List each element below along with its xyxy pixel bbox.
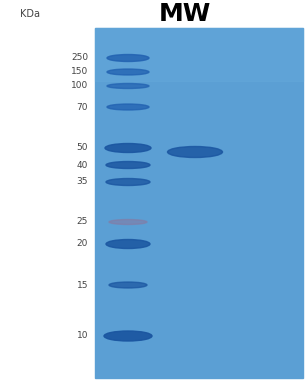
Text: 20: 20 — [77, 240, 88, 248]
Text: 40: 40 — [77, 161, 88, 169]
Ellipse shape — [106, 162, 150, 169]
Ellipse shape — [104, 331, 152, 341]
Text: 10: 10 — [77, 331, 88, 341]
Ellipse shape — [109, 282, 147, 288]
Text: 250: 250 — [71, 53, 88, 63]
Ellipse shape — [107, 55, 149, 61]
Text: 100: 100 — [71, 81, 88, 91]
Text: 25: 25 — [77, 217, 88, 227]
Text: 50: 50 — [77, 144, 88, 152]
Ellipse shape — [105, 144, 151, 152]
Ellipse shape — [106, 179, 150, 185]
Bar — [95, 28, 303, 81]
Ellipse shape — [107, 69, 149, 75]
Ellipse shape — [107, 104, 149, 110]
Ellipse shape — [106, 240, 150, 248]
Ellipse shape — [107, 83, 149, 88]
Ellipse shape — [167, 147, 223, 157]
Ellipse shape — [109, 220, 147, 225]
Bar — [95, 28, 303, 378]
Text: KDa: KDa — [20, 9, 40, 19]
Text: MW: MW — [159, 2, 211, 26]
Text: 70: 70 — [77, 103, 88, 111]
Text: 150: 150 — [71, 68, 88, 76]
Text: 15: 15 — [77, 280, 88, 290]
Text: 35: 35 — [77, 177, 88, 187]
